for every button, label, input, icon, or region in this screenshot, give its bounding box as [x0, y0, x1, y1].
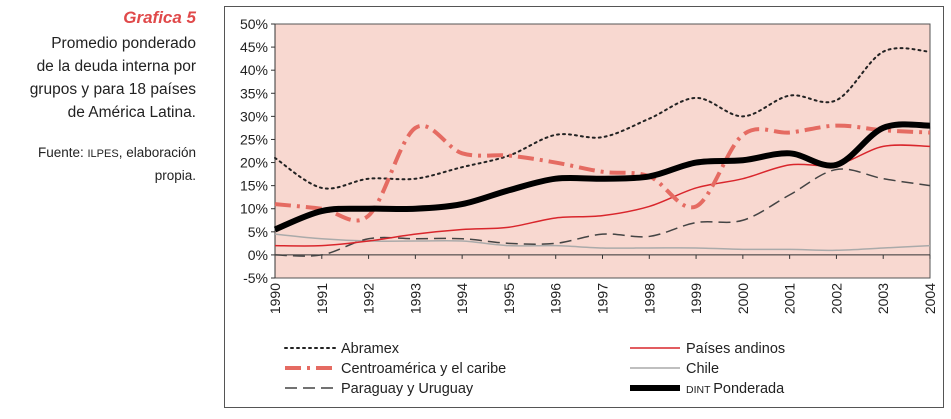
series-line-dint: [273, 121, 931, 233]
y-tick-label: 20%: [240, 155, 268, 171]
figure-number: Grafica 5: [123, 8, 196, 27]
figure-title-line: de la deuda interna por: [36, 58, 196, 75]
legend-label-centroamerica: Centroamérica y el caribe: [341, 361, 506, 377]
x-axis: 1990 1991 1992 1993 1994 1995 1996 1997 1998 1999…: [267, 254, 938, 314]
legend-label-paraguay: Paraguay y Uruguay: [341, 381, 474, 397]
x-tick-label: 1992: [361, 283, 377, 314]
x-tick-label: 2003: [875, 283, 891, 314]
figure-title-line: de América Latina.: [67, 104, 196, 121]
legend-label-prefix: DINT: [686, 384, 713, 396]
y-tick-label: 35%: [240, 85, 268, 101]
figure-source: Fuente: ILPES, elaboración propia.: [0, 142, 196, 186]
legend-label-chile: Chile: [686, 361, 719, 377]
x-tick-label: 2001: [782, 283, 798, 314]
series-line-paraguay: [274, 168, 931, 257]
y-tick-label: 15%: [240, 178, 268, 194]
y-tick-label: 5%: [248, 224, 268, 240]
series-line-abramex: [274, 47, 931, 190]
series-line-centroamerica: [274, 123, 931, 223]
y-tick-label: 45%: [240, 39, 268, 55]
y-tick-label: 10%: [240, 201, 268, 217]
series-layer: [273, 47, 931, 257]
x-tick-label: 1996: [548, 283, 564, 314]
x-tick-label: 2000: [735, 283, 751, 314]
legend-label-name: Ponderada: [713, 381, 785, 397]
source-line-2: propia.: [154, 168, 196, 183]
x-tick-label: 1997: [595, 283, 611, 314]
source-suffix: , elaboración: [118, 145, 196, 160]
x-tick-label: 1993: [407, 283, 423, 314]
x-tick-label: 1998: [641, 283, 657, 314]
legend-label-dint: DINT Ponderada: [686, 381, 785, 397]
line-chart: -5%0%5%10%15%20%25%30%35%40%45%50% 1990 1…: [240, 16, 938, 397]
y-tick-label: 0%: [248, 247, 268, 263]
y-tick-label: -5%: [243, 270, 268, 286]
source-prefix: Fuente:: [37, 145, 88, 160]
x-tick-label: 2004: [922, 283, 938, 314]
figure-title-line: Promedio ponderado: [51, 35, 196, 52]
x-tick-label: 1990: [267, 283, 283, 314]
figure-title: Promedio ponderado de la deuda interna p…: [0, 32, 196, 124]
plot-background: [274, 23, 931, 279]
legend-label-abramex: Abramex: [341, 341, 400, 357]
source-org: ILPES: [87, 148, 119, 160]
x-tick-label: 1994: [454, 283, 470, 314]
legend-label-andinos: Países andinos: [686, 341, 785, 357]
x-tick-label: 1991: [314, 283, 330, 314]
x-tick-label: 1995: [501, 283, 517, 314]
y-tick-label: 25%: [240, 131, 268, 147]
x-tick-label: 2002: [828, 283, 844, 314]
series-line-chile: [274, 233, 931, 252]
x-tick-label: 1999: [688, 283, 704, 314]
y-tick-label: 40%: [240, 62, 268, 78]
chart-frame: -5% 0% 5% 10% 15% 20% 25% 30% 35% 40% 45% 50% 1990 1…: [224, 6, 944, 408]
y-tick-label: 30%: [240, 108, 268, 124]
y-tick-label: 50%: [240, 16, 268, 32]
legend: Abramex Centroamérica y el caribe Paraguay…: [284, 341, 785, 397]
figure-caption: Grafica 5 Promedio ponderado de la deuda…: [0, 8, 196, 186]
figure-title-line: grupos y para 18 países: [29, 81, 196, 98]
